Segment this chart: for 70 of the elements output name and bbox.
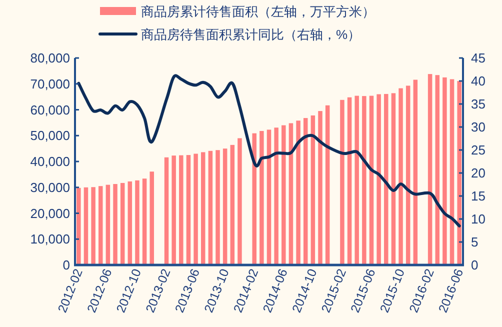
bar (362, 96, 366, 265)
y2-tick-label: 5 (471, 234, 478, 250)
bar (150, 172, 154, 265)
bar (376, 94, 381, 265)
bar (398, 88, 403, 265)
bar (91, 187, 96, 265)
y-tick-label: 80,000 (30, 50, 70, 66)
bar (354, 96, 359, 265)
bar (457, 81, 462, 265)
bar (216, 150, 220, 265)
y2-tick-label: 35 (471, 96, 486, 112)
bar (435, 75, 440, 265)
bar (142, 178, 147, 265)
bar (303, 118, 308, 265)
y-tick-label: 50,000 (30, 128, 70, 144)
bar (120, 182, 125, 265)
bar (310, 115, 316, 265)
y-tick-label: 30,000 (30, 180, 70, 195)
bar (222, 148, 228, 265)
legend-label: 商品房待售面积累计同比（右轴，%） (141, 27, 361, 42)
bar (266, 130, 272, 265)
bar (98, 186, 103, 265)
bar (76, 188, 81, 265)
bar (274, 128, 278, 265)
bar (164, 157, 169, 265)
y2-tick-label: 45 (471, 50, 486, 66)
bar (113, 184, 118, 265)
bar (238, 138, 242, 265)
bar (347, 97, 352, 265)
y2-tick-label: 15 (471, 188, 486, 204)
y2-tick-label: 30 (471, 120, 486, 134)
bar (296, 120, 300, 265)
y-tick-label: 60,000 (30, 102, 70, 118)
bar (186, 155, 191, 265)
bar (325, 105, 330, 265)
bar (282, 125, 286, 265)
y2-tick-label: 20 (471, 166, 486, 180)
bar (252, 133, 256, 265)
bar (208, 150, 213, 265)
bar (318, 111, 322, 265)
bar (172, 156, 176, 265)
bar (106, 184, 110, 265)
bar (413, 80, 418, 265)
y2-tick-label: 25 (471, 142, 486, 158)
y-tick-label: 10,000 (30, 232, 70, 247)
legend-label: 商品房累计待售面积（左轴，万平方米） (141, 4, 375, 19)
bar (260, 130, 264, 265)
bar (340, 100, 344, 265)
bar (442, 77, 447, 265)
y-tick-label: 40,000 (30, 154, 70, 169)
bar (179, 155, 184, 265)
y2-tick-label: 0 (471, 258, 478, 272)
bar (428, 74, 432, 265)
y-tick-label: 0 (62, 258, 70, 272)
bar (384, 94, 388, 265)
bar (369, 96, 374, 265)
bar (391, 93, 396, 265)
y2-tick-label: 10 (471, 212, 486, 226)
bar (230, 144, 235, 265)
bar (128, 181, 132, 265)
bar (194, 154, 198, 265)
y-tick-label: 20,000 (30, 206, 70, 221)
bar (450, 79, 454, 265)
y-tick-label: 70,000 (30, 76, 70, 92)
bar (288, 123, 294, 265)
bar (84, 187, 88, 265)
bar (200, 152, 206, 265)
bar (406, 86, 410, 265)
bar (135, 180, 140, 265)
y2-tick-label: 40 (471, 74, 486, 88)
